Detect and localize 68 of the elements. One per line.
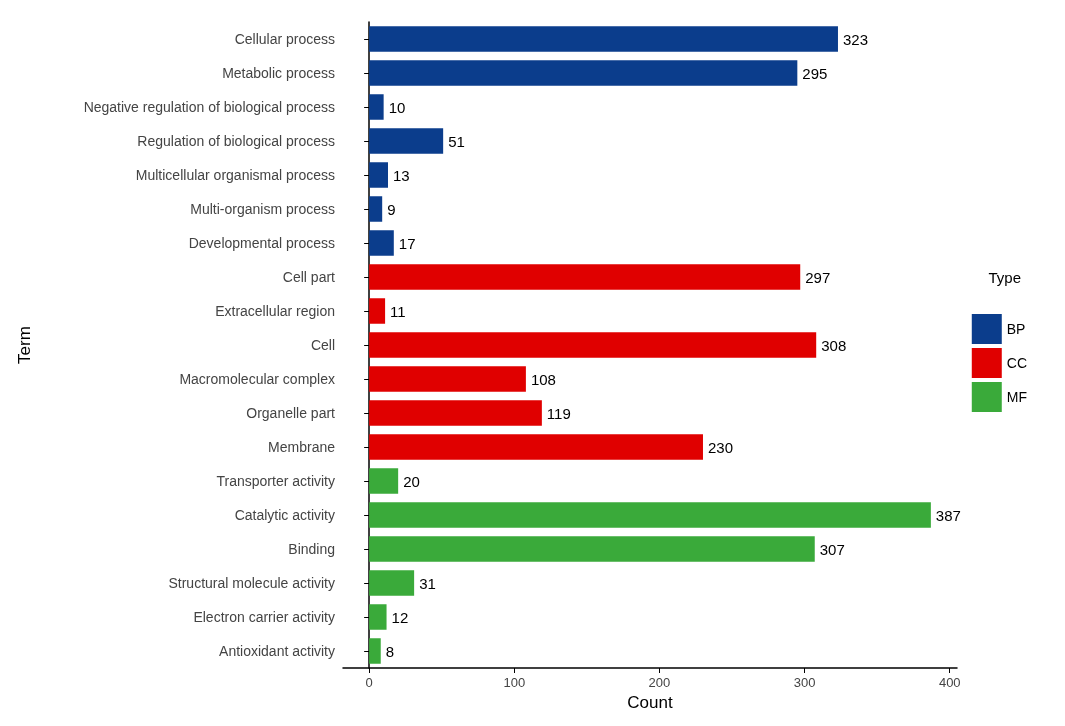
data-label: 297 — [805, 268, 831, 286]
y-tick-label: Metabolic process — [222, 65, 335, 81]
bar — [369, 434, 703, 460]
bar — [369, 638, 381, 664]
bar — [369, 26, 838, 52]
y-tick-label: Transporter activity — [216, 473, 335, 489]
x-tick-label: 300 — [793, 675, 816, 690]
bar — [369, 468, 399, 494]
data-label: 10 — [388, 98, 406, 116]
x-tick-label: 200 — [648, 675, 671, 690]
bar — [369, 332, 817, 358]
bar — [369, 400, 542, 426]
bar — [369, 536, 815, 562]
data-label: 13 — [393, 166, 410, 184]
bar — [369, 196, 383, 222]
y-tick-label: Structural molecule activity — [168, 575, 335, 591]
bar — [369, 502, 931, 528]
bar — [369, 366, 526, 392]
y-tick-label: Negative regulation of biological process — [83, 99, 335, 115]
data-label: 11 — [390, 302, 406, 320]
data-label: 230 — [707, 438, 734, 456]
y-tick-label: Regulation of biological process — [137, 133, 335, 149]
data-label: 31 — [419, 574, 436, 592]
y-tick-label: Electron carrier activity — [193, 609, 335, 625]
y-tick-label: Developmental process — [188, 235, 335, 251]
y-tick-label: Cellular process — [234, 31, 335, 47]
y-tick-label: Catalytic activity — [234, 507, 335, 523]
data-label: 9 — [387, 200, 396, 218]
bar — [369, 570, 415, 596]
data-label: 307 — [819, 540, 845, 558]
bar — [369, 604, 387, 630]
y-tick-label: Multicellular organismal process — [135, 167, 335, 183]
data-label: 17 — [398, 234, 416, 252]
bar — [369, 264, 801, 290]
legend-label: MF — [1006, 389, 1027, 405]
y-tick-label: Macromolecular complex — [179, 371, 335, 387]
bar — [369, 298, 386, 324]
x-tick-label: 0 — [365, 675, 373, 690]
y-tick-label: Binding — [288, 541, 335, 557]
y-axis-title: Term — [15, 326, 34, 364]
data-label: 8 — [385, 642, 395, 660]
bar — [369, 128, 444, 154]
x-tick-label: 100 — [503, 675, 526, 690]
data-label: 308 — [821, 336, 847, 354]
data-label: 108 — [530, 370, 556, 388]
y-tick-label: Cell part — [282, 269, 336, 285]
y-tick-label: Membrane — [268, 439, 336, 455]
bar — [369, 162, 388, 188]
x-axis-title: Count — [627, 693, 673, 712]
data-label: 323 — [842, 30, 869, 48]
data-label: 295 — [802, 64, 828, 82]
y-tick-label: Organelle part — [246, 405, 336, 421]
y-tick-label: Extracellular region — [215, 303, 335, 319]
legend-label: BP — [1006, 321, 1026, 337]
data-label: 20 — [403, 472, 420, 490]
data-label: 51 — [448, 132, 465, 150]
bar — [369, 94, 384, 120]
y-tick-label: Multi-organism process — [190, 201, 335, 217]
y-tick-label: Cell — [310, 337, 335, 353]
y-tick-label: Antioxidant activity — [219, 643, 335, 659]
bar — [369, 60, 798, 86]
x-tick-label: 400 — [938, 675, 961, 690]
bar — [369, 230, 394, 256]
data-label: 387 — [935, 506, 961, 524]
legend-title: Type — [988, 269, 1022, 286]
data-label: 12 — [391, 608, 409, 626]
data-label: 119 — [546, 404, 571, 422]
legend-label: CC — [1006, 355, 1028, 371]
